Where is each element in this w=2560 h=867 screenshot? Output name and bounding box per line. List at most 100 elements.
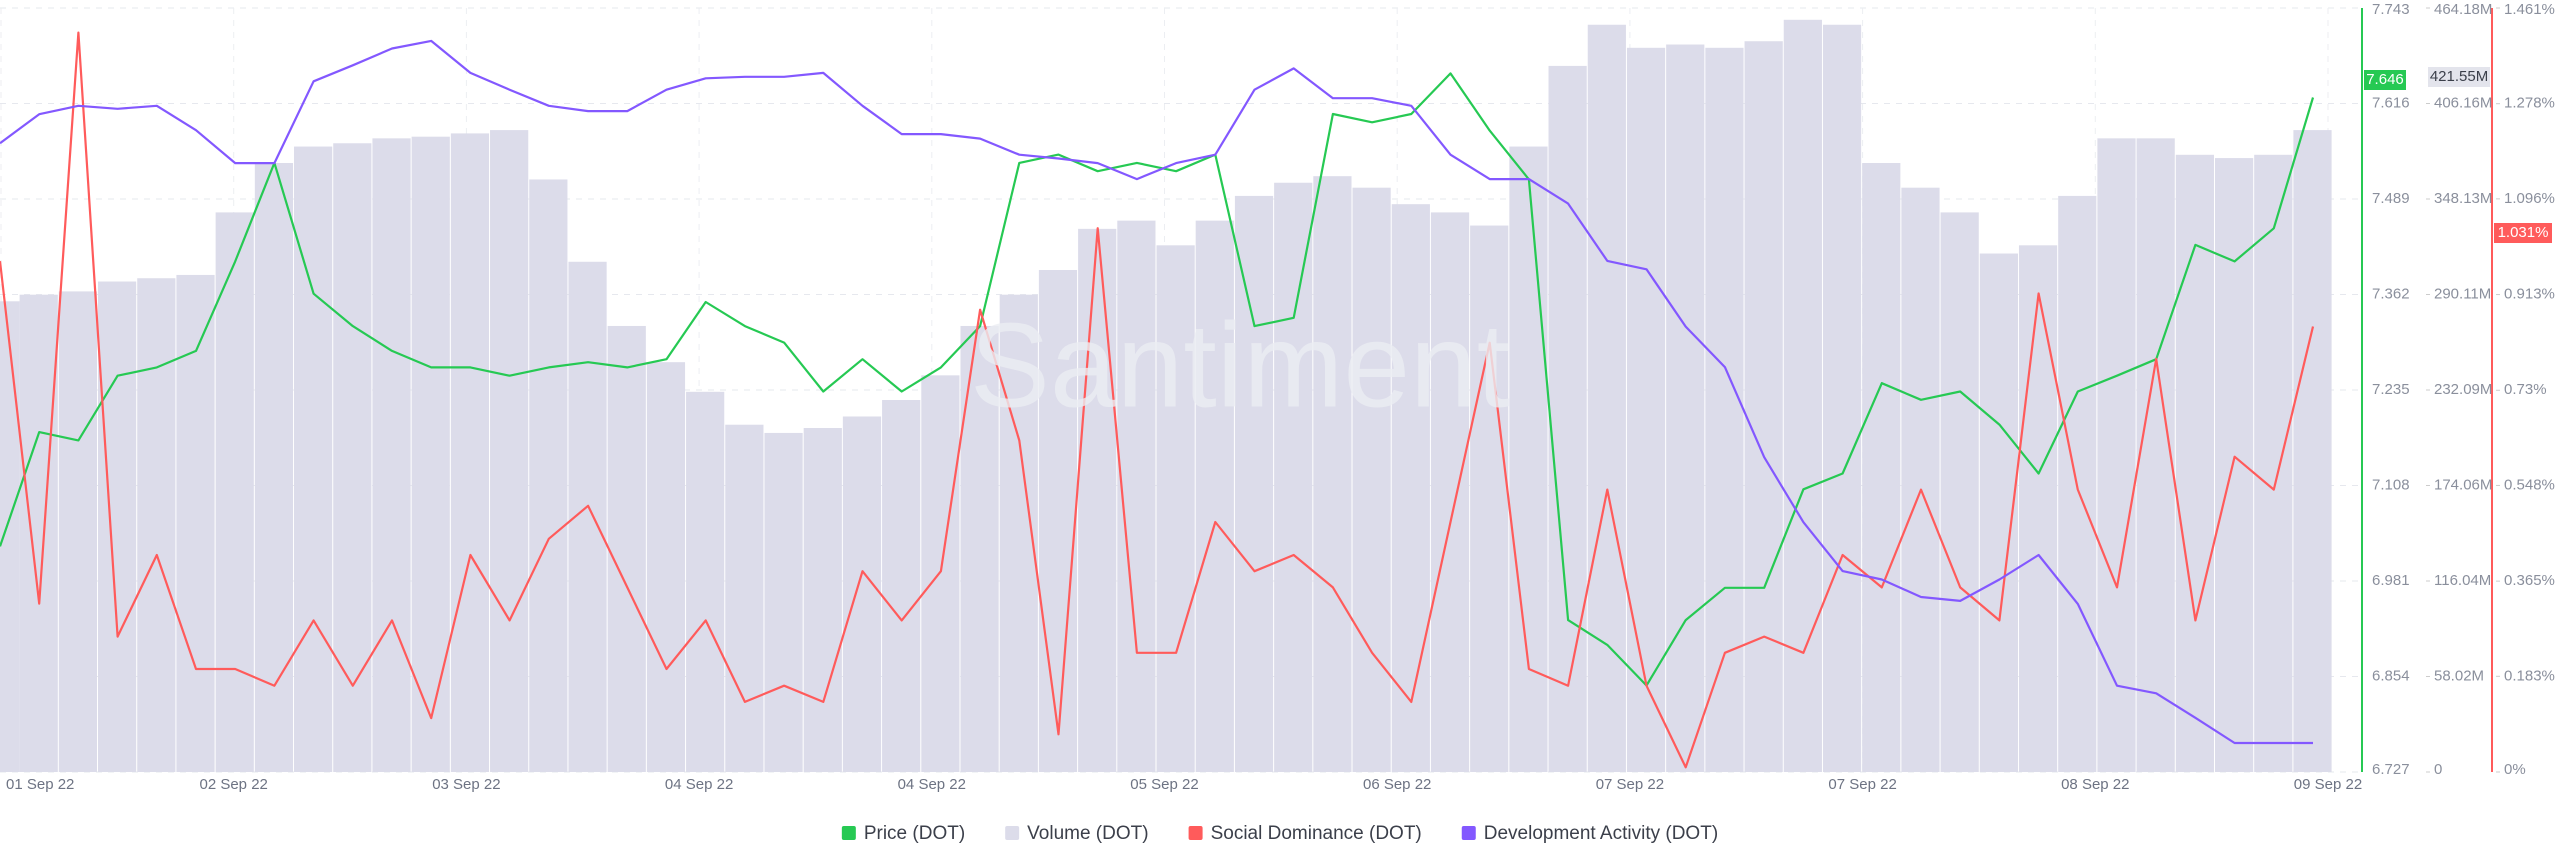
legend-swatch <box>1461 826 1476 840</box>
x-tick-label: 08 Sep 22 <box>2061 776 2129 793</box>
volume-bar <box>1274 182 1313 772</box>
x-tick-label: 02 Sep 22 <box>199 776 267 793</box>
volume-bar <box>725 424 764 772</box>
volume-badge: 421.55M <box>2430 68 2488 85</box>
x-tick-label: 06 Sep 22 <box>1363 776 1431 793</box>
volume-bar <box>1666 44 1705 773</box>
price-tick-label: 7.743 <box>2372 1 2410 18</box>
social-tick-label: 0% <box>2504 761 2526 778</box>
legend-swatch <box>841 826 856 840</box>
volume-bar <box>1234 195 1274 773</box>
price-tick-label: 7.235 <box>2372 381 2410 398</box>
volume-bar <box>2293 130 2332 772</box>
legend-swatch <box>1005 826 1020 840</box>
volume-bar <box>1705 47 1744 773</box>
series-line <box>0 31 2315 769</box>
price-tick-label: 7.108 <box>2372 476 2410 493</box>
volume-bar <box>137 278 176 772</box>
x-tick-label: 05 Sep 22 <box>1130 776 1198 793</box>
volume-bar <box>2097 138 2136 772</box>
volume-bar <box>1587 24 1626 773</box>
volume-bar <box>372 138 411 772</box>
legend-label: Volume (DOT) <box>1027 823 1148 844</box>
volume-bar <box>2175 154 2214 773</box>
series-line <box>0 72 2315 687</box>
volume-bar <box>1391 204 1430 773</box>
volume-bar <box>490 130 529 772</box>
x-tick-label: 01 Sep 22 <box>6 776 74 793</box>
volume-bar <box>98 281 137 772</box>
volume-bar <box>19 294 58 772</box>
volume-bar <box>254 163 294 773</box>
volume-bar <box>2254 154 2293 773</box>
price-tick-label: 6.854 <box>2372 667 2410 684</box>
volume-bar <box>1078 228 1117 772</box>
volume-bar <box>58 291 98 772</box>
social-tick-label: 1.461% <box>2504 1 2555 18</box>
legend-label: Development Activity (DOT) <box>1484 823 1718 844</box>
legend-swatch <box>1188 826 1203 840</box>
volume-bar <box>0 301 20 772</box>
volume-bar <box>607 325 646 772</box>
volume-bar <box>1901 187 1940 772</box>
social-tick-label: 0.913% <box>2504 286 2555 303</box>
x-tick-label: 03 Sep 22 <box>432 776 500 793</box>
legend-item: Social Dominance (DOT) <box>1188 823 1422 844</box>
legend-label: Social Dominance (DOT) <box>1211 823 1422 844</box>
volume-badge-bg <box>2428 67 2490 87</box>
volume-tick-label: 116.04M <box>2434 572 2491 589</box>
social-badge: 1.031% <box>2498 224 2549 241</box>
volume-bar <box>1548 65 1587 773</box>
social-tick-label: 1.278% <box>2504 95 2555 112</box>
price-tick-label: 7.616 <box>2372 94 2410 111</box>
price-tick-label: 7.362 <box>2372 285 2410 302</box>
volume-bar <box>1783 19 1822 773</box>
x-tick-label: 07 Sep 22 <box>1596 776 1664 793</box>
volume-bar <box>764 432 803 772</box>
price-badge: 7.646 <box>2366 71 2404 88</box>
volume-bar <box>176 274 215 772</box>
legend-label: Price (DOT) <box>864 823 965 844</box>
marks <box>0 19 2332 773</box>
volume-tick-label: 58.02M <box>2434 667 2484 684</box>
x-tick-label: 04 Sep 22 <box>898 776 966 793</box>
price-badge-bg <box>2364 70 2406 90</box>
volume-bar <box>803 428 842 772</box>
volume-bar <box>1038 269 1078 772</box>
volume-bar <box>529 179 568 772</box>
volume-bar <box>1470 225 1509 772</box>
price-tick-label: 6.727 <box>2372 761 2410 778</box>
legend-item: Price (DOT) <box>841 823 965 844</box>
volume-tick-label: 290.11M <box>2434 285 2491 302</box>
volume-bar <box>1430 212 1470 772</box>
volume-bar <box>921 375 960 772</box>
volume-bar <box>1940 212 1979 772</box>
volume-bar <box>646 362 686 772</box>
volume-tick-label: 174.06M <box>2434 476 2492 493</box>
volume-bar <box>1313 176 1352 772</box>
social-tick-label: 0.548% <box>2504 476 2555 493</box>
volume-bar <box>686 391 725 772</box>
volume-tick-label: 406.16M <box>2434 94 2492 111</box>
social-badge-bg <box>2494 223 2552 243</box>
volume-bar <box>1352 187 1391 772</box>
volume-bar <box>1156 245 1195 773</box>
price-tick-label: 7.489 <box>2372 190 2410 207</box>
x-tick-label: 04 Sep 22 <box>665 776 733 793</box>
volume-bar <box>1822 24 1862 773</box>
volume-bar <box>450 133 490 772</box>
social-tick-label: 1.096% <box>2504 190 2555 207</box>
series-line <box>0 39 2313 745</box>
social-tick-label: 0.365% <box>2504 572 2555 589</box>
volume-bar <box>842 416 882 772</box>
volume-tick-label: 0 <box>2434 761 2442 778</box>
legend-item: Volume (DOT) <box>1005 823 1149 844</box>
volume-bar <box>1195 220 1234 772</box>
volume-bar <box>2018 245 2058 773</box>
volume-tick-label: 464.18M <box>2434 1 2492 18</box>
legend-item: Development Activity (DOT) <box>1461 823 1718 844</box>
volume-bar <box>1862 163 1901 773</box>
price-tick-label: 6.981 <box>2372 572 2410 589</box>
volume-bar <box>1744 41 1783 772</box>
volume-bar <box>215 212 254 772</box>
